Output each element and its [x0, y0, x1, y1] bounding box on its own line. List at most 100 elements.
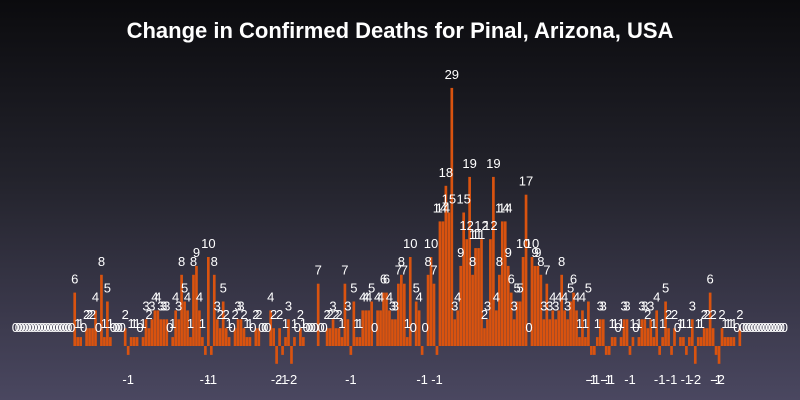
data-label: 1	[74, 316, 81, 331]
data-label: -1	[122, 372, 134, 387]
data-label: 0	[41, 320, 48, 335]
bar	[575, 310, 578, 346]
bar	[147, 328, 151, 346]
data-label: 0	[303, 320, 310, 335]
data-label: 2	[297, 307, 304, 322]
data-label: -2	[286, 372, 298, 387]
data-label: 1	[617, 316, 624, 331]
data-label: -1	[654, 372, 666, 387]
data-label: 15	[442, 192, 456, 207]
bar	[343, 283, 347, 346]
data-label: 3	[638, 298, 645, 313]
data-label: 5	[368, 281, 375, 296]
data-label: 1	[338, 316, 345, 331]
bar	[400, 274, 403, 346]
data-label: 2	[332, 307, 339, 322]
data-label: 0	[119, 320, 126, 335]
data-label: 10	[424, 236, 438, 251]
data-label: -1	[666, 372, 678, 387]
bar	[503, 221, 507, 346]
data-label: 0	[751, 320, 758, 335]
data-label: 0	[38, 320, 45, 335]
data-label: 3	[623, 298, 630, 313]
bar	[272, 328, 275, 346]
bar	[711, 328, 715, 346]
data-label: 1	[199, 316, 206, 331]
data-label: 1	[226, 316, 233, 331]
bar	[397, 283, 400, 346]
data-label: 2	[323, 307, 330, 322]
bar	[693, 346, 697, 364]
bar	[631, 337, 635, 346]
bar	[391, 319, 394, 346]
data-label: 1	[291, 316, 298, 331]
data-label: 0	[294, 320, 301, 335]
bar	[486, 319, 489, 346]
bar	[76, 337, 80, 346]
bar	[435, 346, 439, 355]
bar	[453, 319, 457, 346]
bar	[358, 337, 362, 346]
bar	[293, 337, 296, 346]
bar	[245, 337, 249, 346]
data-label: 3	[344, 298, 351, 313]
bar	[254, 328, 258, 346]
bar	[581, 310, 584, 346]
data-label: 0	[12, 320, 19, 335]
data-label: -1	[345, 372, 357, 387]
data-label: 2	[86, 307, 93, 322]
data-label: 1	[686, 316, 693, 331]
data-label: 7	[315, 263, 322, 278]
data-label: 6	[383, 272, 390, 287]
bar	[370, 301, 373, 346]
bar	[221, 301, 225, 346]
bar	[619, 337, 623, 346]
data-label: 4	[653, 289, 660, 304]
data-label: 1	[582, 316, 589, 331]
bar	[696, 337, 700, 346]
data-label: 7	[341, 263, 348, 278]
data-label: 4	[374, 289, 381, 304]
data-label: 4	[92, 289, 99, 304]
data-label: 0	[757, 320, 764, 335]
bar	[126, 346, 130, 355]
bar	[595, 337, 599, 346]
data-label: 2	[83, 307, 90, 322]
bar	[723, 337, 727, 346]
bar	[444, 185, 448, 346]
data-label: 1	[187, 316, 194, 331]
data-label: 1	[77, 316, 84, 331]
data-label: 8	[398, 254, 405, 269]
bar	[584, 337, 587, 346]
data-label: 0	[166, 320, 173, 335]
data-label: 9	[193, 245, 200, 260]
data-label: 3	[214, 298, 221, 313]
data-label: 8	[558, 254, 565, 269]
data-label: 3	[163, 298, 170, 313]
data-label: 3	[540, 298, 547, 313]
bar	[512, 319, 516, 346]
data-label: 4	[579, 289, 586, 304]
data-label: 0	[309, 320, 316, 335]
data-label: 2	[145, 307, 152, 322]
data-label: 0	[614, 320, 621, 335]
bar	[281, 346, 284, 355]
data-label: 0	[59, 320, 66, 335]
bar	[607, 346, 611, 355]
data-label: 1	[650, 316, 657, 331]
data-label: 1	[727, 316, 734, 331]
data-label: -1	[277, 372, 289, 387]
data-label: 0	[44, 320, 51, 335]
bar	[239, 319, 243, 346]
bar	[79, 337, 82, 346]
data-label: 1	[635, 316, 642, 331]
data-label: 1	[629, 316, 636, 331]
data-label: 10	[201, 236, 215, 251]
data-label: -1	[600, 372, 612, 387]
data-label: 14	[436, 200, 450, 215]
data-label: 10	[525, 236, 539, 251]
data-label: 2	[270, 307, 277, 322]
data-label: 3	[564, 298, 571, 313]
bar	[471, 274, 474, 346]
